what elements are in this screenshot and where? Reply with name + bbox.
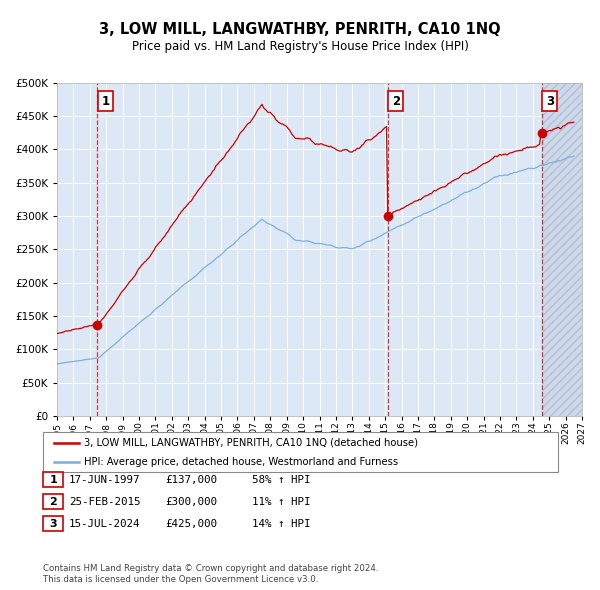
Text: 15-JUL-2024: 15-JUL-2024 — [69, 519, 140, 529]
Text: 3, LOW MILL, LANGWATHBY, PENRITH, CA10 1NQ: 3, LOW MILL, LANGWATHBY, PENRITH, CA10 1… — [99, 22, 501, 37]
Bar — [542, 83, 582, 416]
Text: 14% ↑ HPI: 14% ↑ HPI — [252, 519, 311, 529]
Text: 2: 2 — [392, 95, 400, 108]
Text: 11% ↑ HPI: 11% ↑ HPI — [252, 497, 311, 507]
Text: HPI: Average price, detached house, Westmorland and Furness: HPI: Average price, detached house, West… — [84, 457, 398, 467]
Text: Contains HM Land Registry data © Crown copyright and database right 2024.: Contains HM Land Registry data © Crown c… — [43, 565, 379, 573]
Text: 25-FEB-2015: 25-FEB-2015 — [69, 497, 140, 507]
Text: Price paid vs. HM Land Registry's House Price Index (HPI): Price paid vs. HM Land Registry's House … — [131, 40, 469, 53]
Text: 58% ↑ HPI: 58% ↑ HPI — [252, 475, 311, 484]
Text: £300,000: £300,000 — [165, 497, 217, 507]
Text: £137,000: £137,000 — [165, 475, 217, 484]
Text: 2: 2 — [49, 497, 57, 507]
Text: 1: 1 — [101, 95, 110, 108]
Text: £425,000: £425,000 — [165, 519, 217, 529]
Text: 3, LOW MILL, LANGWATHBY, PENRITH, CA10 1NQ (detached house): 3, LOW MILL, LANGWATHBY, PENRITH, CA10 1… — [84, 438, 418, 447]
Text: 17-JUN-1997: 17-JUN-1997 — [69, 475, 140, 484]
Text: This data is licensed under the Open Government Licence v3.0.: This data is licensed under the Open Gov… — [43, 575, 319, 584]
Text: 1: 1 — [49, 475, 57, 484]
Text: 3: 3 — [49, 519, 57, 529]
Text: 3: 3 — [546, 95, 554, 108]
